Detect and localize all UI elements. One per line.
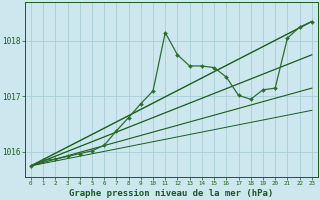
- X-axis label: Graphe pression niveau de la mer (hPa): Graphe pression niveau de la mer (hPa): [69, 189, 274, 198]
